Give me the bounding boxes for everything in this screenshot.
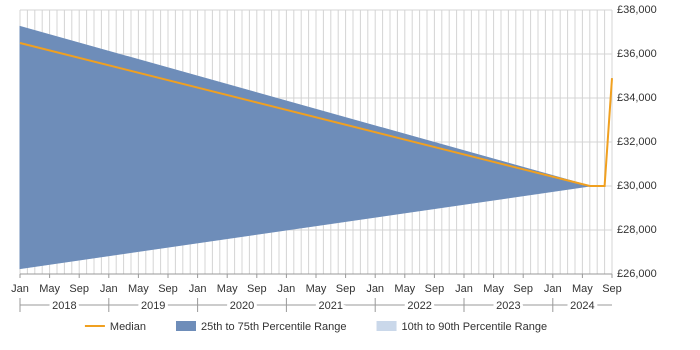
y-tick-label: £34,000 <box>617 92 657 104</box>
x-tick-label: Sep <box>602 283 622 295</box>
x-tick-label: May <box>572 283 593 295</box>
x-tick-label: May <box>306 283 327 295</box>
legend-swatch <box>175 321 196 331</box>
legend-label: 10th to 90th Percentile Range <box>402 321 548 333</box>
x-tick-label: May <box>39 283 60 295</box>
median-line <box>19 42 613 187</box>
x-tick-label: May <box>394 283 415 295</box>
legend-label: Median <box>110 321 146 333</box>
x-tick-label: May <box>128 283 149 295</box>
year-label: 2023 <box>496 300 520 312</box>
legend-label: 25th to 75th Percentile Range <box>201 321 347 333</box>
legend-swatch <box>376 321 397 331</box>
x-tick-label: Sep <box>425 283 445 295</box>
x-tick-label: Jan <box>11 283 29 295</box>
year-label: 2024 <box>570 300 594 312</box>
x-tick-label: Jan <box>544 283 562 295</box>
year-label: 2020 <box>230 300 254 312</box>
x-tick-label: Jan <box>278 283 296 295</box>
year-label: 2022 <box>407 300 431 312</box>
x-tick-label: May <box>217 283 238 295</box>
x-tick-label: May <box>483 283 504 295</box>
year-label: 2019 <box>141 300 165 312</box>
x-tick-label: Jan <box>455 283 473 295</box>
x-tick-label: Sep <box>336 283 356 295</box>
x-tick-label: Jan <box>366 283 384 295</box>
x-tick-label: Jan <box>189 283 207 295</box>
x-tick-label: Sep <box>513 283 533 295</box>
x-tick-label: Jan <box>100 283 118 295</box>
y-tick-label: £28,000 <box>617 224 657 236</box>
year-label: 2018 <box>52 300 76 312</box>
x-tick-label: Sep <box>247 283 267 295</box>
y-tick-label: £38,000 <box>617 4 657 16</box>
y-tick-label: £36,000 <box>617 48 657 60</box>
y-tick-label: £30,000 <box>617 180 657 192</box>
year-label: 2021 <box>319 300 343 312</box>
x-tick-label: Sep <box>69 283 89 295</box>
y-tick-label: £26,000 <box>617 268 657 280</box>
x-tick-label: Sep <box>158 283 178 295</box>
y-tick-label: £32,000 <box>617 136 657 148</box>
